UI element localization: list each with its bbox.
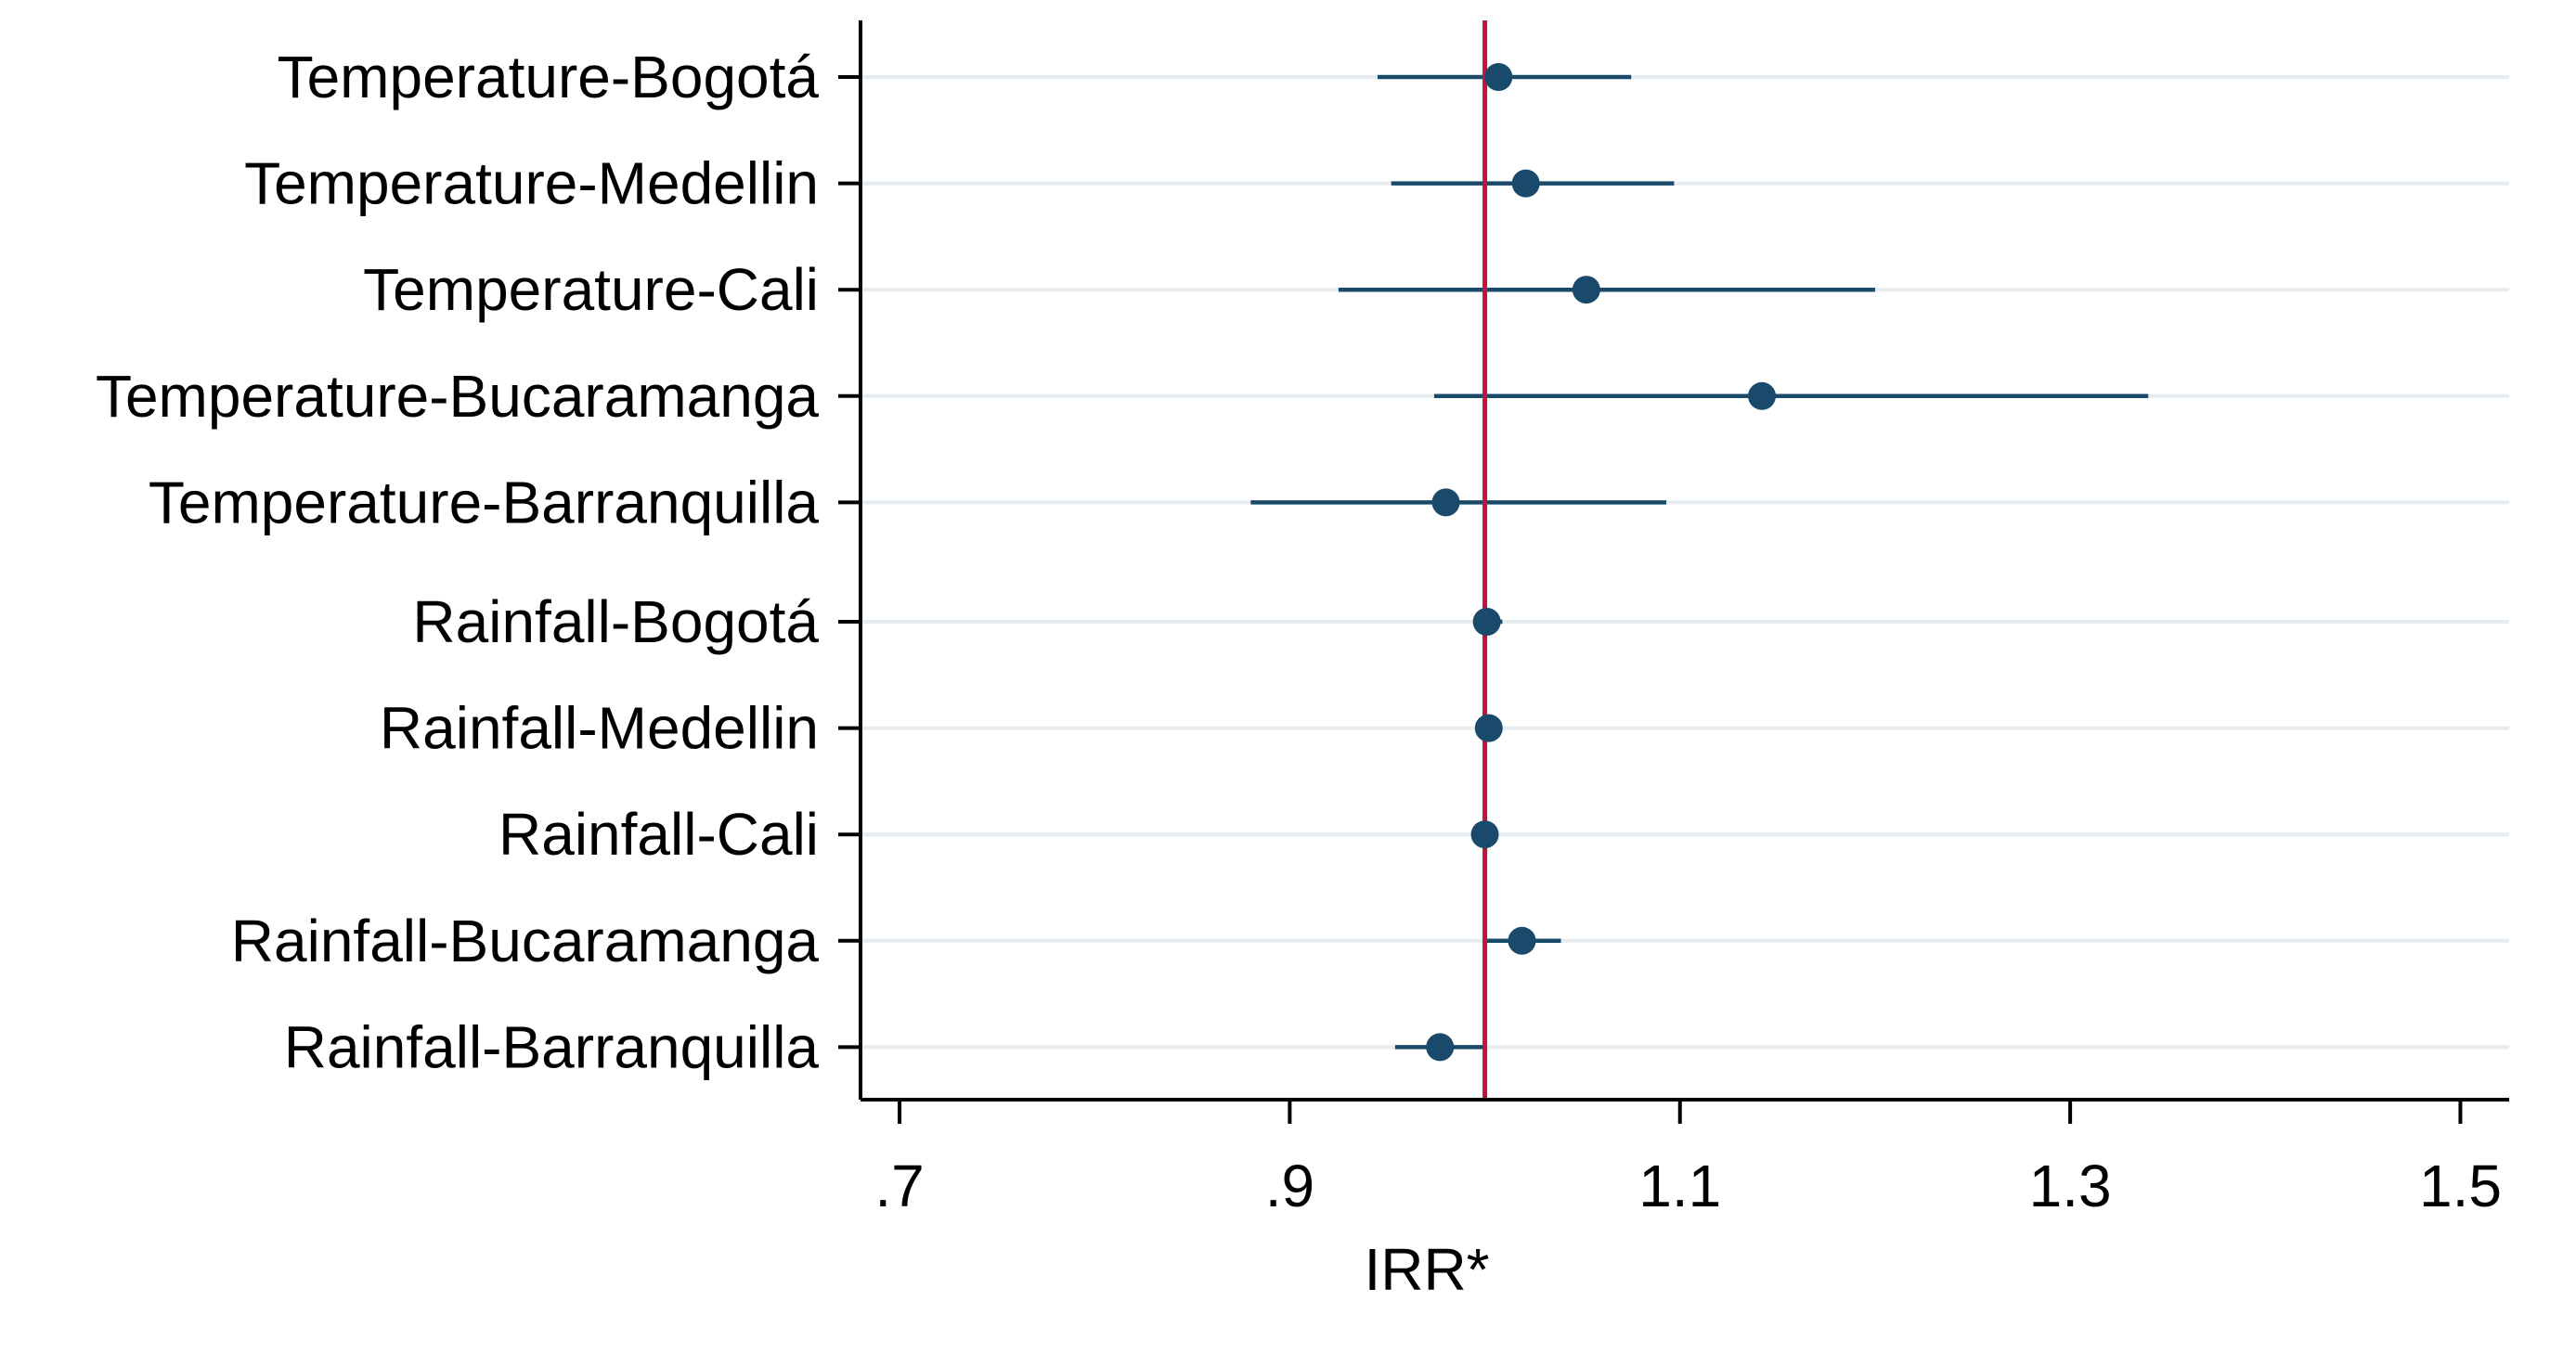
- x-tick-label: 1.5: [2419, 1153, 2502, 1219]
- y-category-label: Rainfall-Barranquilla: [284, 1013, 820, 1080]
- y-category-label: Temperature-Medellin: [244, 150, 819, 217]
- category-labels: Temperature-Bogotá Temperature-Medellin Te…: [96, 44, 819, 1080]
- axes: [838, 20, 2509, 1124]
- y-category-label: Rainfall-Cali: [498, 801, 819, 868]
- y-category-label: Rainfall-Bogotá: [412, 588, 819, 655]
- y-category-label: Rainfall-Bucaramanga: [231, 908, 820, 974]
- point-estimate: [1472, 608, 1501, 636]
- y-category-label: Temperature-Cali: [363, 256, 819, 323]
- x-tick-label: .9: [1265, 1153, 1314, 1219]
- point-estimate: [1572, 276, 1600, 304]
- point-estimate: [1484, 63, 1513, 91]
- point-estimate: [1748, 381, 1777, 410]
- point-estimate: [1508, 926, 1536, 955]
- point-estimate: [1426, 1033, 1455, 1062]
- point-estimates: [1426, 63, 1777, 1062]
- point-estimate: [1474, 714, 1503, 742]
- point-estimate: [1431, 488, 1460, 517]
- x-tick-label: 1.3: [2029, 1153, 2112, 1219]
- point-estimate: [1511, 169, 1540, 198]
- x-tick-label: .7: [874, 1153, 924, 1219]
- y-category-label: Rainfall-Medellin: [380, 695, 819, 762]
- y-category-label: Temperature-Bogotá: [278, 44, 820, 110]
- x-axis-title: IRR*: [1364, 1236, 1489, 1303]
- y-category-label: Temperature-Barranquilla: [149, 469, 820, 535]
- x-tick-label: 1.1: [1638, 1153, 1721, 1219]
- y-category-label: Temperature-Bucaramanga: [96, 363, 819, 430]
- x-tick-labels: .7 .9 1.1 1.3 1.5: [874, 1153, 2502, 1219]
- point-estimate: [1470, 820, 1499, 849]
